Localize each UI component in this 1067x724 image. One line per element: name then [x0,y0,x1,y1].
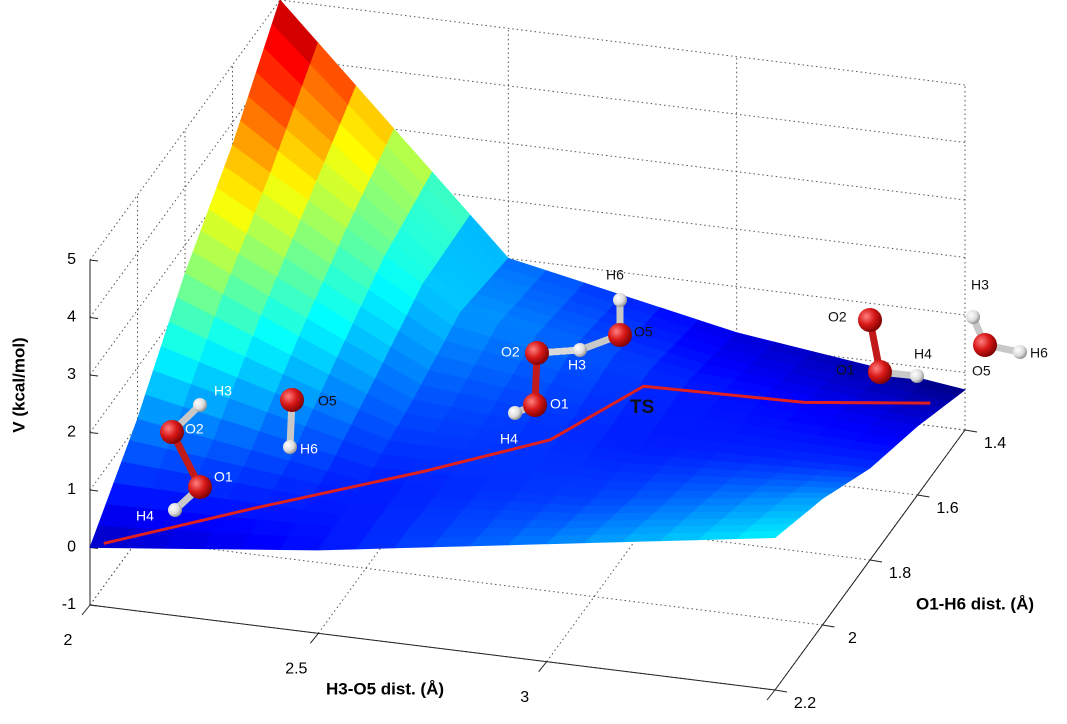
grid-line [137,539,823,626]
atom-label: H6 [1030,345,1048,361]
y-tick [822,624,835,628]
x-tick [81,604,91,616]
atom-label: H6 [606,267,624,283]
atom-label: H4 [136,508,154,524]
y-tick-label: 1.8 [889,565,911,582]
z-tick-label: 5 [67,251,76,268]
z-tick-label: 3 [67,366,76,383]
atom-label: O1 [214,469,233,485]
surface-patch [759,511,808,520]
y-tick-label: 1.6 [936,500,958,517]
z-tick [89,489,99,492]
y-tick-label: 1.4 [984,435,1006,452]
atom [868,360,892,384]
atom [966,310,980,324]
atom-label: O2 [501,344,520,360]
atom-label: O5 [634,324,653,340]
molecules [160,293,1027,517]
y-axis-line [774,429,966,691]
atom [973,333,997,357]
y-tick-label: 2 [848,630,857,647]
z-tick-label: 4 [67,309,76,326]
y-tick [917,494,930,498]
z-tick-label: 1 [67,481,76,498]
atom-label: O2 [828,309,847,325]
surface-patch [735,530,785,540]
reaction-path [103,384,931,545]
atom [910,369,924,383]
atom-label: H6 [300,441,318,457]
reaction-path-layer [103,384,931,545]
surface-patch [791,486,840,494]
x-tick [309,633,319,644]
atom-label: O5 [318,393,337,409]
atom-label: O2 [185,421,204,437]
surface-patch [783,492,832,499]
atom [168,503,182,517]
atom [858,308,882,332]
atom [283,440,297,454]
y-tick-label: 2.2 [794,695,816,712]
atom [573,343,587,357]
z-tick [89,374,99,377]
atom [188,475,212,499]
atom-label: H3 [214,383,232,399]
x-tick-label: 2 [64,632,73,649]
atom [280,388,304,412]
y-tick [774,689,788,693]
z-tick-label: 0 [67,539,76,556]
z-tick-label: -1 [62,596,76,613]
atom [508,406,522,420]
atom [193,398,207,412]
atom [523,393,547,417]
surface-patch [767,504,816,513]
surface [89,0,966,551]
z-tick [89,259,99,262]
z-axis-title: V (kcal/mol) [9,337,28,432]
atom [160,420,184,444]
x-tick-label: 3 [520,689,529,706]
atom [525,341,549,365]
atom [608,323,632,347]
surface-patch [211,515,259,535]
y-axis-title: O1-H6 dist. (Å) [916,594,1034,613]
atom-label: H4 [500,431,518,447]
z-tick-label: 2 [67,424,76,441]
z-tick [89,432,99,434]
atom-label: H3 [568,357,586,373]
atom-label: H4 [914,346,932,362]
surface-patch [775,498,824,506]
x-axis-line [89,604,776,691]
surface-patch [743,524,792,533]
x-tick [538,661,548,672]
grid-line [279,0,966,86]
annotations: TS H3 O2 O1 H4 O5 H6 H6 O5 O2 H3 O1 H4 O… [136,267,1048,524]
ts-label: TS [630,397,654,418]
y-tick [869,559,883,563]
atom-label: O1 [836,362,855,378]
x-tick-label: 2.5 [285,661,307,678]
atom-label: H3 [971,277,989,293]
atom-label: O1 [550,396,569,412]
atom [613,293,627,307]
z-tick [89,317,99,319]
y-tick [964,429,978,433]
atom [1013,345,1027,359]
x-axis-title: H3-O5 dist. (Å) [326,679,444,698]
atom-label: O5 [972,363,991,379]
x-tick [766,689,776,701]
